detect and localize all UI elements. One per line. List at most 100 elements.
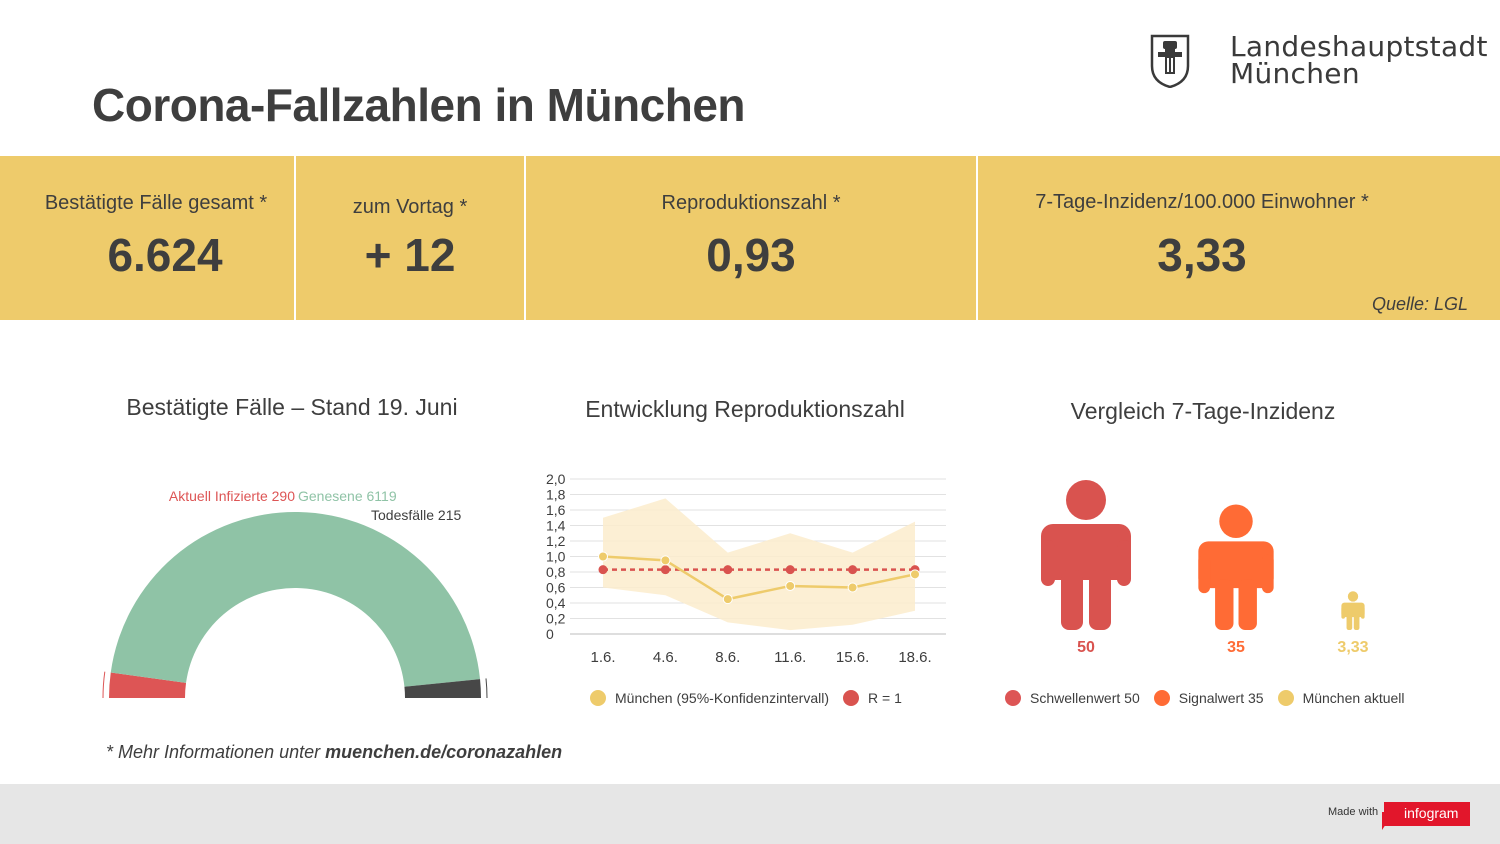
city-logo[interactable]: Landeshauptstadt München [1148, 30, 1487, 92]
legend-label: Signalwert 35 [1178, 690, 1264, 706]
kpi-reproduction: Reproduktionszahl * 0,93 [526, 156, 976, 320]
point-r1 [723, 565, 733, 575]
point-munich [660, 555, 671, 566]
made-with-text: Made with [1328, 806, 1379, 818]
kpi-total-cases: Bestätigte Fälle gesamt * 6.624 [0, 156, 294, 320]
reproduction-legend: München (95%-Konfidenzintervall) R = 1 [590, 690, 916, 706]
infogram-badge[interactable]: infogram [1384, 802, 1470, 826]
y-tick-label: 1,0 [546, 549, 566, 565]
legend-item-signal[interactable]: Signalwert 35 [1153, 690, 1264, 706]
y-tick-label: 0 [546, 626, 554, 642]
legend-dot [1153, 690, 1170, 706]
figure-leg-right [1089, 570, 1111, 630]
confidence-band [603, 498, 915, 631]
slice-infected [109, 672, 187, 698]
figure-arm-right [1261, 554, 1274, 594]
kpi-value: + 12 [364, 229, 456, 281]
cases-donut-chart: Aktuell Infizierte 290 Genesene 6119 Todes… [102, 488, 488, 699]
kpi-value: 3,33 [1157, 229, 1247, 281]
point-r1 [660, 565, 670, 575]
figure-arm-left [1041, 540, 1055, 586]
figure-arm-left [1198, 554, 1211, 594]
chart-title-incidence: Vergleich 7-Tage-Inzidenz [1070, 398, 1336, 424]
incidence-legend: Schwellenwert 50 Signalwert 35 München a… [1005, 690, 1419, 706]
point-munich [847, 582, 858, 593]
point-munich [722, 594, 733, 605]
x-tick-label: 1.6. [590, 649, 615, 666]
point-munich [910, 569, 920, 580]
slice-deaths [404, 679, 481, 698]
figure-leg-left [1346, 614, 1353, 630]
y-tick-label: 1,8 [546, 487, 566, 503]
point-r1 [598, 565, 608, 575]
point-munich [598, 551, 608, 562]
figure-munich [1341, 591, 1365, 630]
page-title: Corona-Fallzahlen in München [92, 79, 746, 131]
legend-label: München aktuell [1302, 690, 1405, 706]
legend-item-munich[interactable]: München (95%-Konfidenzintervall) [590, 690, 829, 706]
y-tick-label: 0,4 [546, 595, 566, 611]
figure-head [1219, 504, 1253, 538]
figure-head [1347, 591, 1359, 602]
logo-text-line1: Landeshauptstadt [1230, 30, 1488, 63]
legend-dot [590, 690, 606, 706]
kpi-divider [524, 156, 526, 320]
kpi-value: 6.624 [107, 229, 223, 281]
legend-label: R = 1 [868, 690, 902, 706]
figure-leg-left [1061, 570, 1083, 630]
munich-crest-icon [1150, 34, 1190, 88]
figure-value-label: 35 [1227, 639, 1245, 656]
x-tick-label: 15.6. [836, 649, 869, 666]
point-r1 [848, 565, 858, 575]
point-munich [785, 580, 796, 591]
y-tick-label: 1,6 [546, 502, 566, 518]
figure-leg-right [1353, 614, 1360, 630]
kpi-band: Bestätigte Fälle gesamt * 6.624 zum Vort… [0, 156, 1500, 320]
chart-title-cases: Bestätigte Fälle – Stand 19. Juni [126, 394, 458, 420]
footnote-text: * Mehr Informationen unter [106, 742, 326, 762]
kpi-incidence: 7-Tage-Inzidenz/100.000 Einwohner * 3,33… [978, 156, 1500, 320]
legend-label: Schwellenwert 50 [1030, 690, 1140, 706]
y-tick-label: 0,2 [546, 611, 566, 627]
legend-item-threshold[interactable]: Schwellenwert 50 [1005, 690, 1140, 706]
figure-arm-right [1117, 540, 1131, 586]
figure-head [1066, 480, 1106, 520]
footnote: * Mehr Informationen unter muenchen.de/c… [106, 742, 562, 763]
incidence-pictogram-chart: 50 35 3,33 [1041, 480, 1369, 656]
kpi-value: 0,93 [706, 229, 796, 281]
kpi-divider [976, 156, 978, 320]
figure-arm-right [1361, 606, 1365, 619]
figure-leg-left [1215, 579, 1234, 630]
figure-torso [1341, 602, 1365, 618]
footnote-link[interactable]: muenchen.de/coronazahlen [325, 742, 563, 762]
figure-threshold [1041, 480, 1131, 630]
kpi-label: 7-Tage-Inzidenz/100.000 Einwohner * [1035, 191, 1369, 213]
legend-item-munich-current[interactable]: München aktuell [1277, 690, 1405, 706]
label-deaths: Todesfälle 215 [371, 507, 462, 523]
x-tick-label: 18.6. [898, 649, 931, 666]
x-tick-label: 8.6. [715, 649, 740, 666]
source-note: Quelle: LGL [1371, 294, 1468, 314]
legend-label: München (95%-Konfidenzintervall) [615, 690, 829, 706]
chart-title-reproduction: Entwicklung Reproduktionszahl [585, 396, 905, 422]
kpi-label: Reproduktionszahl * [661, 192, 841, 214]
reproduction-line-chart: 00,20,40,60,81,01,21,41,61,82,0 1.6. 4.6. 8… [546, 471, 946, 666]
figure-torso [1198, 541, 1274, 589]
kpi-label: zum Vortag * [352, 196, 468, 218]
figure-value-label: 50 [1077, 639, 1095, 656]
kpi-previous-day: zum Vortag * + 12 [296, 156, 524, 320]
legend-dot [843, 690, 859, 706]
slice-bracket [485, 678, 488, 699]
y-tick-label: 0,6 [546, 580, 566, 596]
point-r1 [785, 565, 795, 575]
legend-item-r1[interactable]: R = 1 [843, 690, 902, 706]
footer: Made with infogram [0, 784, 1500, 844]
figure-arm-left [1341, 606, 1345, 619]
slice-bracket [102, 671, 106, 699]
y-tick-label: 1,2 [546, 533, 566, 549]
legend-dot [1005, 690, 1021, 706]
figure-leg-right [1238, 579, 1257, 630]
figure-value-label: 3,33 [1337, 639, 1368, 656]
legend-dot [1277, 690, 1294, 706]
figure-signal [1198, 504, 1274, 630]
